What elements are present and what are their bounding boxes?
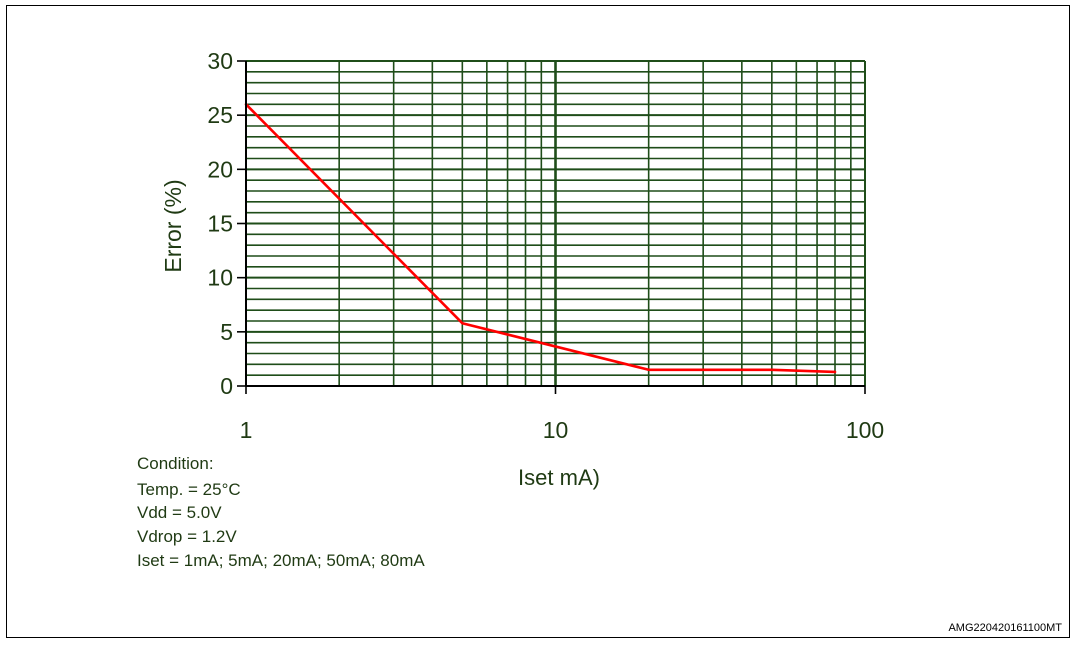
y-tick-label: 5 [220, 319, 233, 345]
y-axis-label: Error (%) [160, 179, 186, 272]
y-tick-label: 15 [207, 211, 233, 237]
tick-labels: 0 5 10 15 20 25 30 1 10 100 [207, 48, 884, 443]
y-tick-label: 25 [207, 102, 233, 128]
condition-temp: Temp. = 25°C [137, 480, 241, 499]
y-tick-label: 30 [207, 48, 233, 74]
y-tick-label: 20 [207, 156, 233, 182]
y-tick-label: 10 [207, 265, 233, 291]
condition-vdd: Vdd = 5.0V [137, 503, 222, 522]
grid [246, 61, 865, 386]
x-tick-label: 1 [240, 417, 253, 443]
y-tick-label: 0 [220, 373, 233, 399]
data-point [647, 368, 650, 372]
axes [237, 60, 866, 394]
condition-iset: Iset = 1mA; 5mA; 20mA; 50mA; 80mA [137, 551, 425, 570]
x-tick-label: 10 [543, 417, 569, 443]
x-axis-label: Iset mA) [518, 465, 600, 490]
data-point [833, 370, 837, 374]
condition-vdrop: Vdrop = 1.2V [137, 527, 237, 546]
data-point [770, 368, 774, 372]
condition-heading: Condition: [137, 454, 214, 473]
x-tick-label: 100 [846, 417, 884, 443]
reference-code: AMG220420161100MT [948, 622, 1062, 634]
data-point [461, 321, 464, 325]
